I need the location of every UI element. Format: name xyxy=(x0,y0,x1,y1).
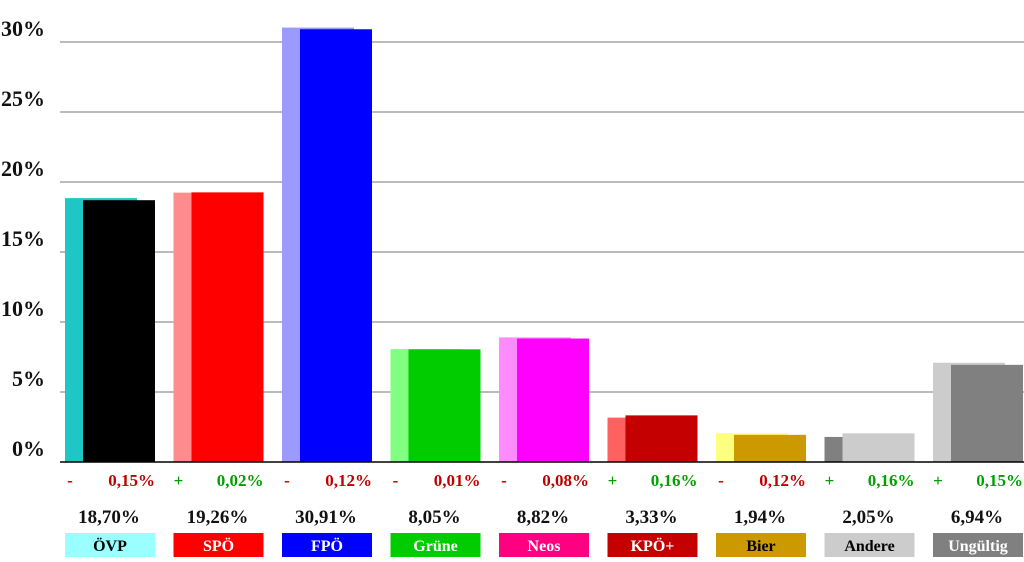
change-value: 0,16% xyxy=(868,471,915,490)
party-label-box xyxy=(173,533,264,557)
change-sign: - xyxy=(67,471,73,490)
change-value: 0,12% xyxy=(759,471,806,490)
bar-current-bier xyxy=(734,434,806,462)
party-label: Neos xyxy=(528,538,561,555)
value-label: 2,05% xyxy=(842,507,894,528)
party-label: Grüne xyxy=(413,538,457,555)
party-label: FPÖ xyxy=(311,537,343,555)
change-sign: + xyxy=(174,471,184,490)
y-tick-label: 5% xyxy=(12,366,45,391)
value-label: 30,91% xyxy=(295,507,357,528)
bars xyxy=(65,27,1023,463)
y-tick-label: 0% xyxy=(12,436,45,461)
category-labels: - 0,15% 18,70% ÖVP + 0,02% 19,26% SPÖ - 0,12% 30,9… xyxy=(65,471,1023,557)
party-label: Ungültig xyxy=(948,538,1008,555)
change-value: 0,16% xyxy=(651,471,698,490)
bar-current-andere xyxy=(842,433,915,462)
change-value: 0,02% xyxy=(217,471,264,490)
party-label: KPÖ+ xyxy=(631,537,675,555)
y-tick-label: 10% xyxy=(1,296,45,321)
change-value: 0,15% xyxy=(108,471,155,490)
change-sign: + xyxy=(933,471,943,490)
value-label: 3,33% xyxy=(625,507,677,528)
party-label: ÖVP xyxy=(93,537,127,555)
change-sign: - xyxy=(393,471,399,490)
party-label: Andere xyxy=(844,538,894,555)
party-label-box xyxy=(65,533,155,557)
value-label: 8,82% xyxy=(517,507,569,528)
party-label-box xyxy=(607,533,698,557)
bar-current-ungültig xyxy=(951,364,1023,462)
change-sign: + xyxy=(825,471,835,490)
bar-current-spö xyxy=(191,192,264,463)
change-sign: - xyxy=(501,471,507,490)
value-label: 18,70% xyxy=(78,507,140,528)
party-label-box xyxy=(499,533,589,557)
y-tick-label: 25% xyxy=(1,86,45,111)
party-label: SPÖ xyxy=(203,537,234,555)
y-tick-label: 30% xyxy=(1,16,45,41)
value-label: 8,05% xyxy=(408,507,460,528)
party-label: Bier xyxy=(746,538,775,555)
change-value: 0,08% xyxy=(542,471,589,490)
value-label: 19,26% xyxy=(187,507,249,528)
change-value: 0,01% xyxy=(434,471,481,490)
bar-current-övp xyxy=(83,200,155,462)
y-axis-tick-labels: 0% 5% 10% 15% 20% 25% 30% xyxy=(1,16,45,461)
party-label-box xyxy=(933,533,1023,557)
bar-current-grüne xyxy=(408,349,481,462)
change-sign: - xyxy=(284,471,290,490)
party-label-box xyxy=(282,533,372,557)
bar-current-kpö+ xyxy=(625,415,698,462)
party-label-box xyxy=(824,533,915,557)
bar-current-neos xyxy=(517,338,589,462)
value-label: 6,94% xyxy=(951,507,1003,528)
change-value: 0,15% xyxy=(976,471,1023,490)
party-label-box xyxy=(716,533,806,557)
value-label: 1,94% xyxy=(734,507,786,528)
change-value: 0,12% xyxy=(325,471,372,490)
change-sign: + xyxy=(608,471,618,490)
y-tick-label: 20% xyxy=(1,156,45,181)
change-sign: - xyxy=(718,471,724,490)
party-label-box xyxy=(390,533,481,557)
y-tick-label: 15% xyxy=(1,226,45,251)
bar-current-fpö xyxy=(300,29,372,462)
